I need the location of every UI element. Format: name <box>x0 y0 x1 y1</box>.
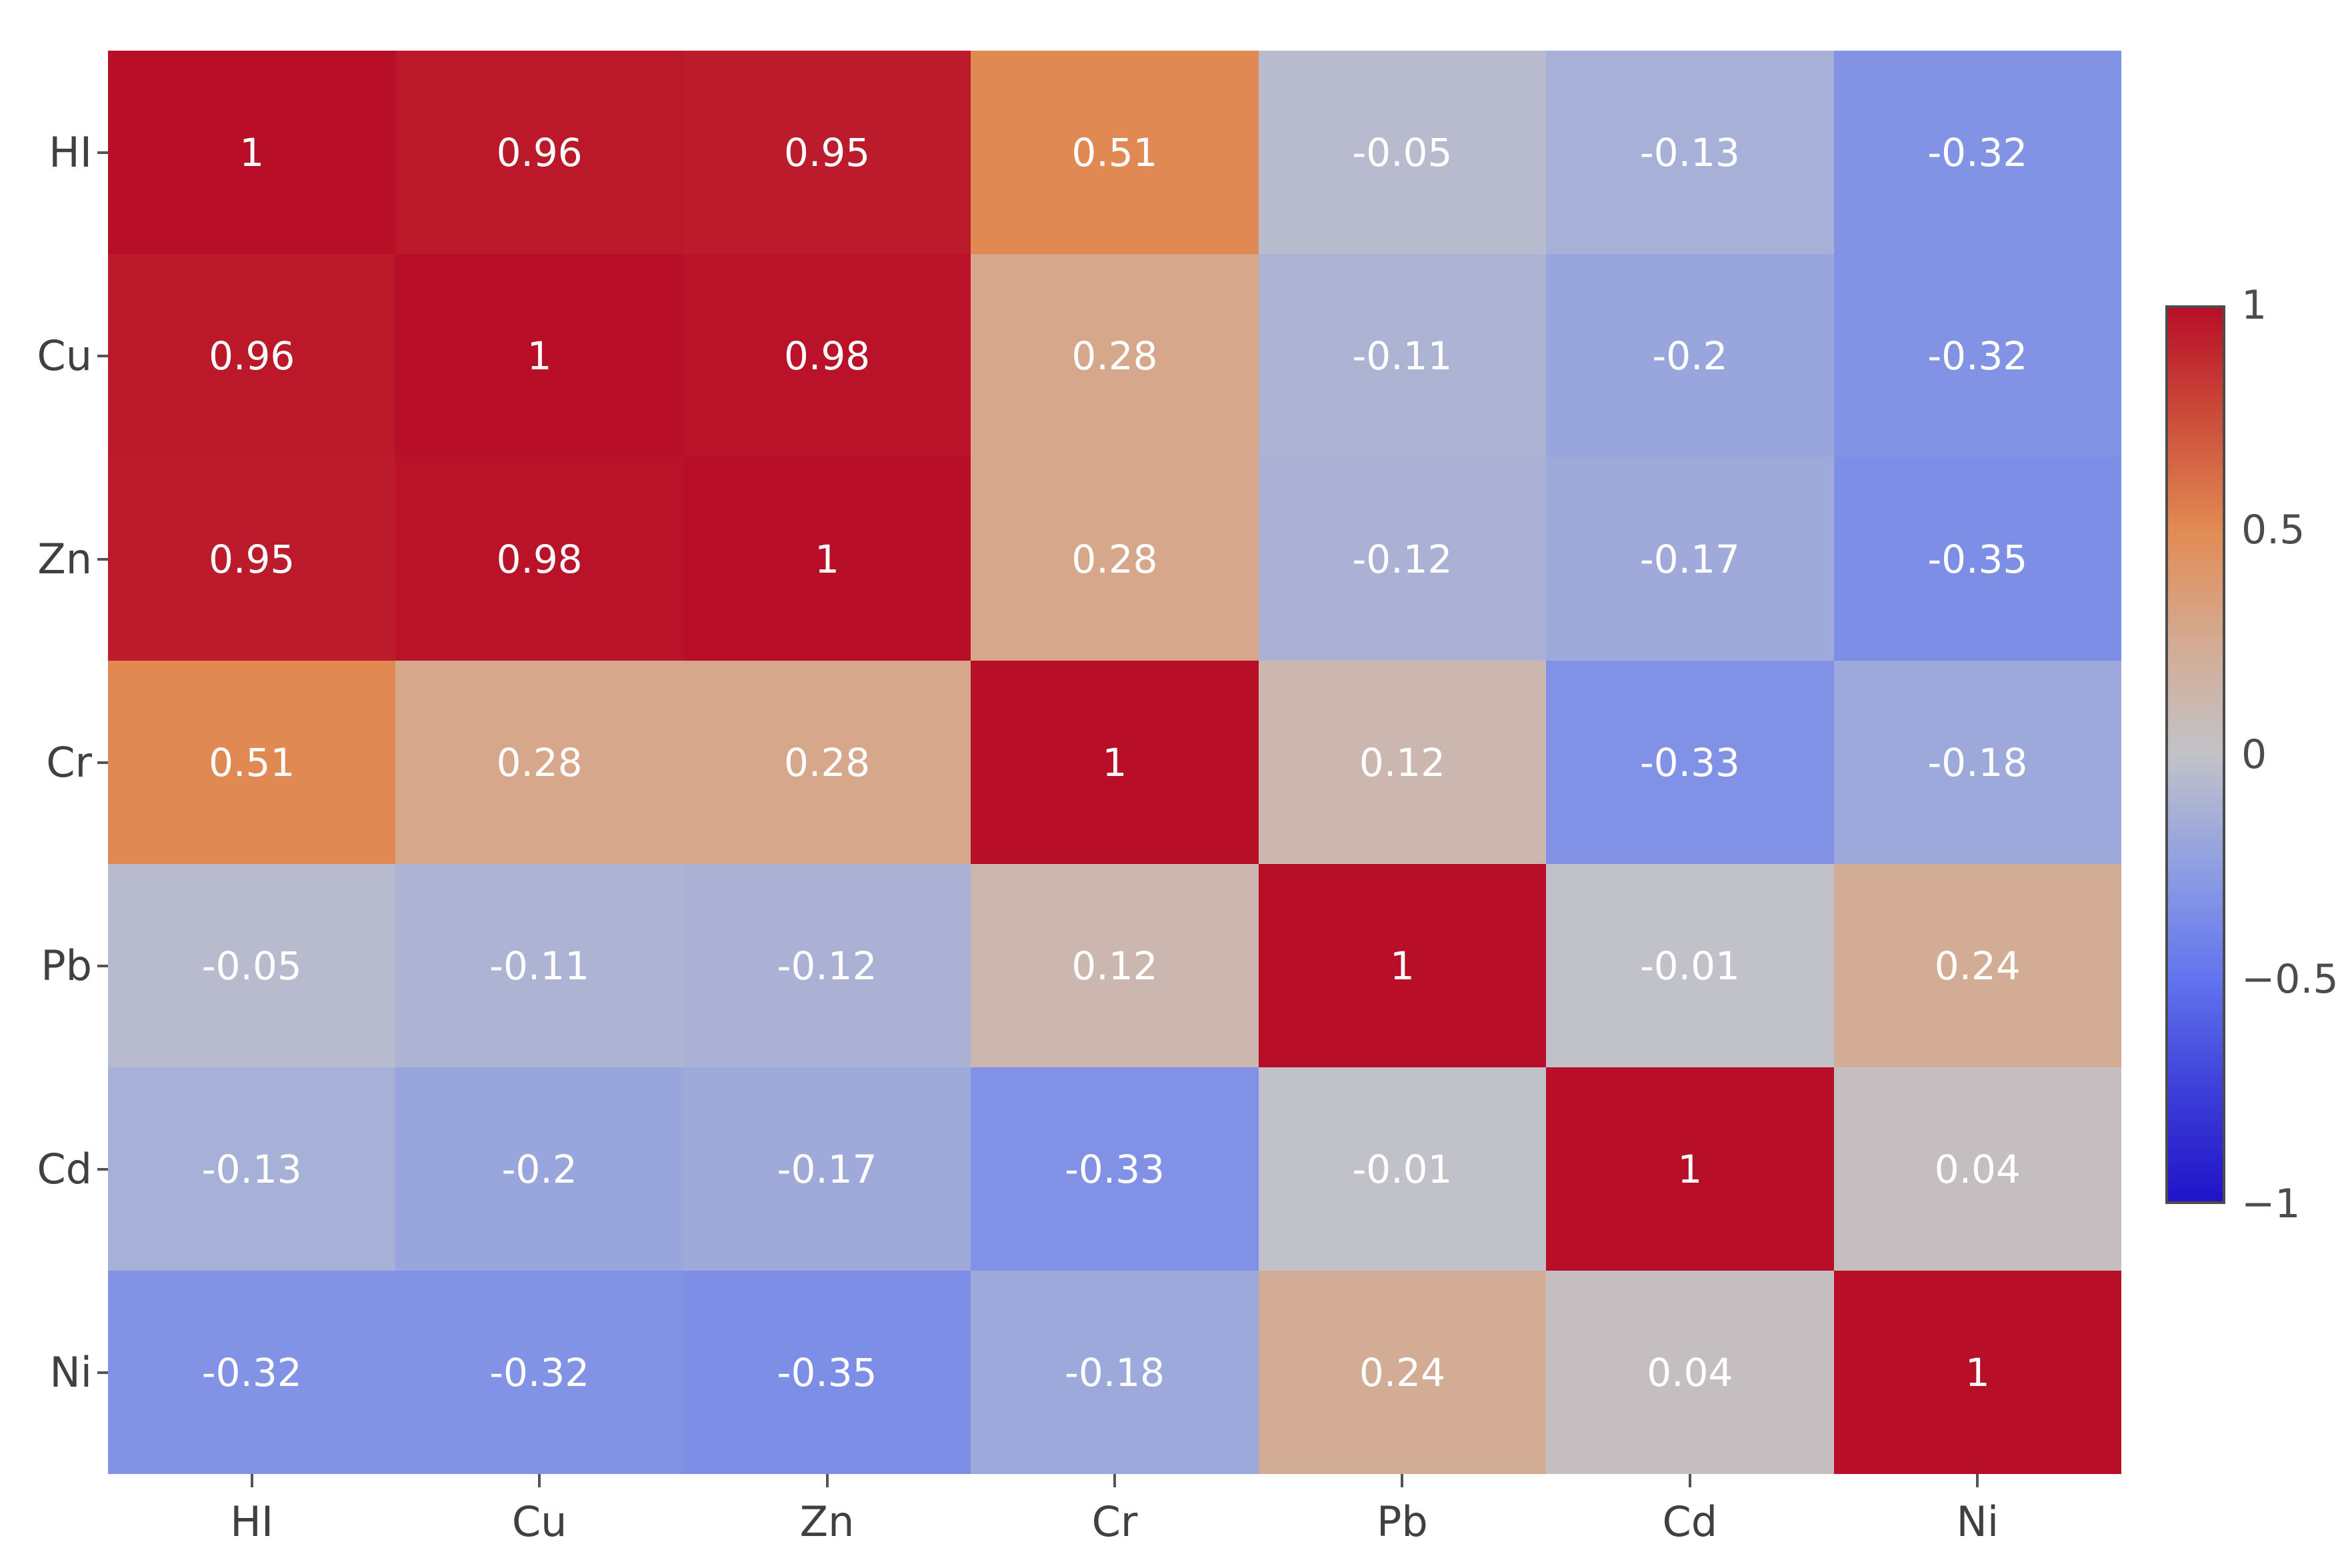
y-axis-tick-HI <box>97 151 108 154</box>
x-axis-tick-Cu <box>538 1474 541 1487</box>
y-axis-tick-Cd <box>97 1167 108 1171</box>
heatmap-cell-Pb-Ni: 0.24 <box>1833 864 2121 1067</box>
heatmap-cell-Cr-Cd: -0.33 <box>1546 661 1834 864</box>
heatmap-cell-Zn-Ni: -0.35 <box>1833 457 2121 661</box>
y-axis-tick-Cu <box>97 354 108 357</box>
heatmap-cell-HI-Cr: 0.51 <box>971 51 1259 254</box>
heatmap-cell-Ni-HI: -0.32 <box>108 1271 396 1474</box>
y-axis-tick-Ni <box>97 1371 108 1374</box>
colorbar-tick-label-1: 1 <box>2241 282 2267 329</box>
heatmap-cell-Ni-Cr: -0.18 <box>971 1271 1259 1474</box>
y-axis-label-Zn: Zn <box>37 534 92 583</box>
heatmap-cell-Pb-Cu: -0.11 <box>395 864 683 1067</box>
heatmap-cell-Ni-Zn: -0.35 <box>683 1271 971 1474</box>
heatmap-cell-Ni-Ni: 1 <box>1833 1271 2121 1474</box>
y-axis-label-HI: HI <box>49 127 92 177</box>
colorbar-gradient <box>2165 305 2225 1204</box>
heatmap-cell-Cd-HI: -0.13 <box>108 1067 396 1271</box>
x-axis-tick-Zn <box>825 1474 829 1487</box>
heatmap-cell-Cu-Ni: -0.32 <box>1833 254 2121 457</box>
colorbar-tick-label-−0.5: −0.5 <box>2241 956 2336 1003</box>
y-axis-label-Ni: Ni <box>49 1347 92 1397</box>
y-axis-tick-Pb <box>97 964 108 967</box>
x-axis-label-HI: HI <box>230 1497 274 1546</box>
y-axis-tick-Cr <box>97 761 108 764</box>
heatmap-cell-Pb-Pb: 1 <box>1258 864 1547 1067</box>
heatmap-cell-HI-Pb: -0.05 <box>1258 51 1547 254</box>
heatmap-cell-Cr-HI: 0.51 <box>108 661 396 864</box>
x-axis-tick-HI <box>250 1474 253 1487</box>
x-axis-label-Cu: Cu <box>511 1497 567 1546</box>
heatmap-cell-Zn-HI: 0.95 <box>108 457 396 661</box>
heatmap-cell-HI-Ni: -0.32 <box>1833 51 2121 254</box>
heatmap-cell-Cu-Zn: 0.98 <box>683 254 971 457</box>
heatmap-cell-Cu-Cu: 1 <box>395 254 683 457</box>
heatmap-cell-Cd-Cu: -0.2 <box>395 1067 683 1271</box>
heatmap-cell-Cd-Pb: -0.01 <box>1258 1067 1547 1271</box>
heatmap-cell-Zn-Pb: -0.12 <box>1258 457 1547 661</box>
heatmap-cell-Zn-Zn: 1 <box>683 457 971 661</box>
heatmap-cell-Cu-Cr: 0.28 <box>971 254 1259 457</box>
colorbar-tick-label-−1: −1 <box>2241 1181 2301 1227</box>
heatmap-cell-Cu-Pb: -0.11 <box>1258 254 1547 457</box>
heatmap-cell-Cr-Cr: 1 <box>971 661 1259 864</box>
y-axis-label-Cd: Cd <box>37 1144 92 1193</box>
colorbar-tick-label-0: 0 <box>2241 731 2267 778</box>
heatmap-cell-Cr-Ni: -0.18 <box>1833 661 2121 864</box>
x-axis-tick-Ni <box>1976 1474 1979 1487</box>
x-axis-tick-Cd <box>1688 1474 1691 1487</box>
x-axis-label-Pb: Pb <box>1377 1497 1428 1546</box>
heatmap-cell-Ni-Cu: -0.32 <box>395 1271 683 1474</box>
heatmap-cell-HI-Cd: -0.13 <box>1546 51 1834 254</box>
heatmap-cell-Zn-Cu: 0.98 <box>395 457 683 661</box>
heatmap-cell-HI-Zn: 0.95 <box>683 51 971 254</box>
heatmap-cell-Cd-Zn: -0.17 <box>683 1067 971 1271</box>
y-axis-tick-Zn <box>97 557 108 561</box>
heatmap-cell-Zn-Cd: -0.17 <box>1546 457 1834 661</box>
colorbar-tick-label-0.5: 0.5 <box>2241 507 2305 553</box>
heatmap-cell-Cu-HI: 0.96 <box>108 254 396 457</box>
heatmap-cell-Pb-Cr: 0.12 <box>971 864 1259 1067</box>
heatmap-cell-Cr-Cu: 0.28 <box>395 661 683 864</box>
y-axis-label-Cr: Cr <box>46 737 92 787</box>
x-axis-tick-Cr <box>1113 1474 1116 1487</box>
x-axis-label-Cr: Cr <box>1091 1497 1138 1546</box>
y-axis-label-Pb: Pb <box>41 941 92 990</box>
heatmap-cell-Cd-Ni: 0.04 <box>1833 1067 2121 1271</box>
heatmap-grid: 1 0.96 0.95 0.51 -0.05 -0.13 -0.32 0.96 1 0.98 0.2… <box>108 51 2121 1474</box>
x-axis-label-Cd: Cd <box>1662 1497 1718 1546</box>
heatmap-cell-HI-HI: 1 <box>108 51 396 254</box>
heatmap-cell-Cd-Cd: 1 <box>1546 1067 1834 1271</box>
heatmap-cell-Pb-Zn: -0.12 <box>683 864 971 1067</box>
heatmap-cell-Cu-Cd: -0.2 <box>1546 254 1834 457</box>
heatmap-cell-Zn-Cr: 0.28 <box>971 457 1259 661</box>
heatmap-cell-Ni-Pb: 0.24 <box>1258 1271 1547 1474</box>
x-axis-tick-Pb <box>1401 1474 1404 1487</box>
heatmap-cell-Ni-Cd: 0.04 <box>1546 1271 1834 1474</box>
heatmap-cell-Pb-Cd: -0.01 <box>1546 864 1834 1067</box>
heatmap-cell-Pb-HI: -0.05 <box>108 864 396 1067</box>
x-axis-label-Ni: Ni <box>1956 1497 1999 1546</box>
heatmap-cell-HI-Cu: 0.96 <box>395 51 683 254</box>
heatmap-cell-Cd-Cr: -0.33 <box>971 1067 1259 1271</box>
x-axis-label-Zn: Zn <box>799 1497 855 1546</box>
heatmap-cell-Cr-Pb: 0.12 <box>1258 661 1547 864</box>
y-axis-label-Cu: Cu <box>37 331 92 380</box>
heatmap-cell-Cr-Zn: 0.28 <box>683 661 971 864</box>
